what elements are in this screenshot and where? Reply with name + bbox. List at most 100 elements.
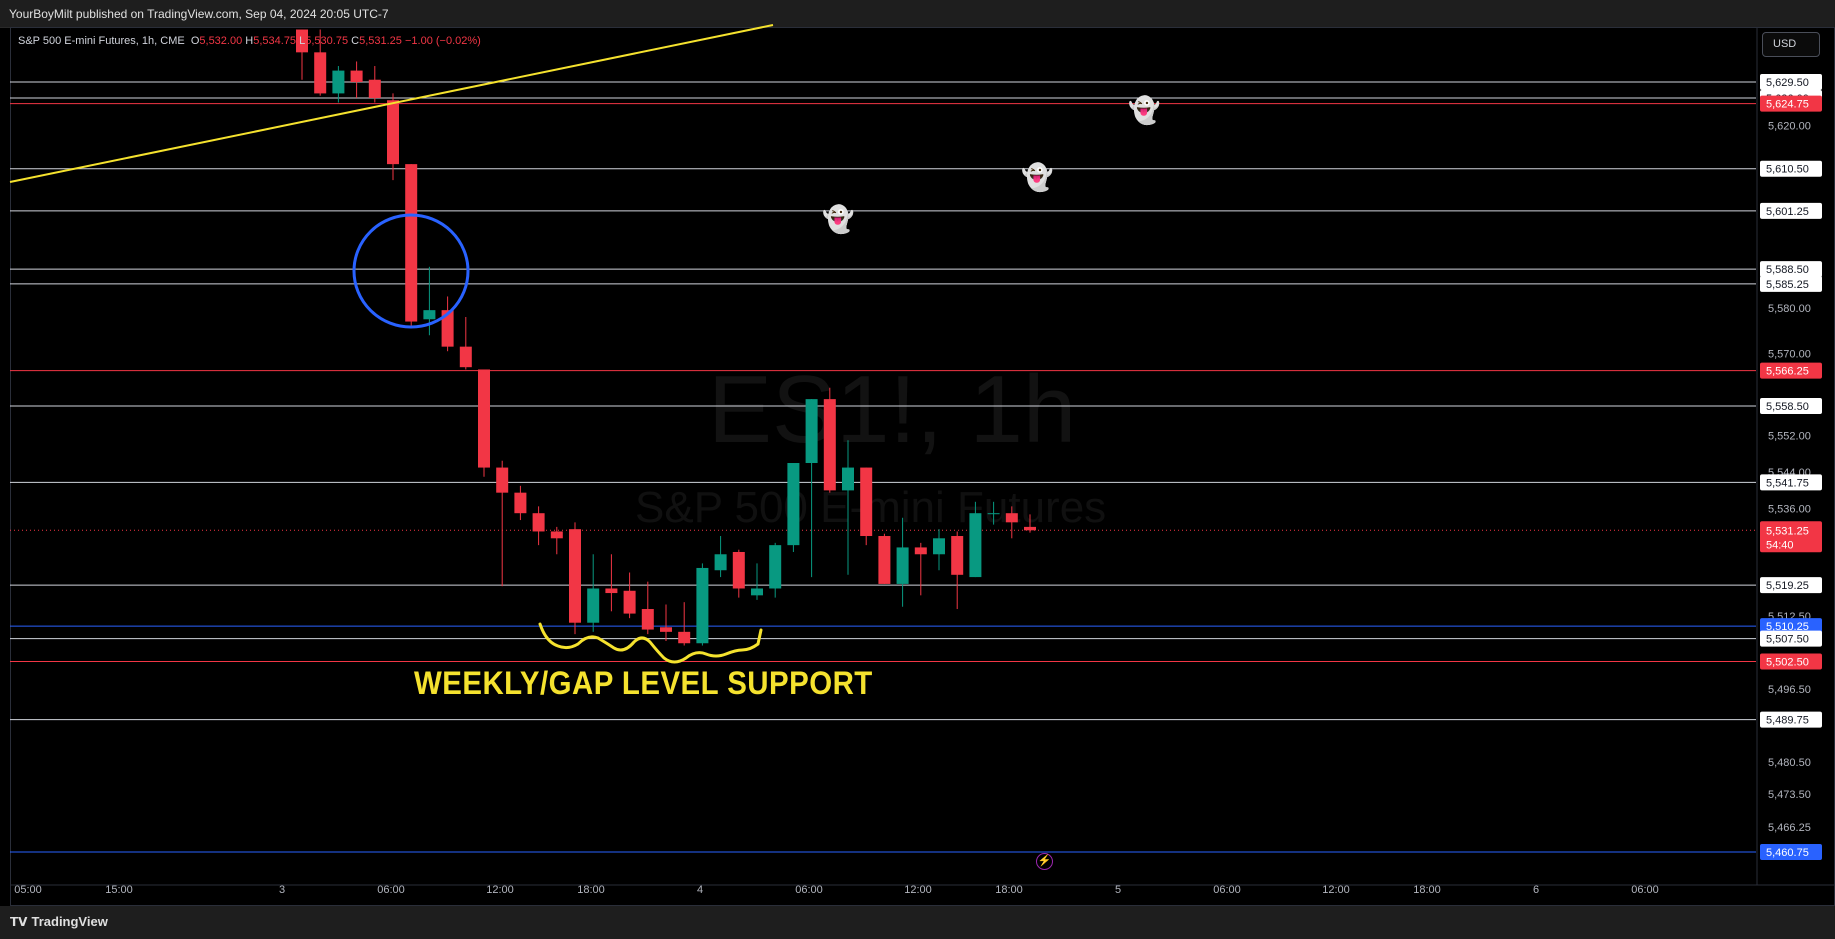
candle-body[interactable] bbox=[569, 529, 581, 623]
lightning-icon[interactable]: ⚡ bbox=[1036, 853, 1053, 870]
candle-body[interactable] bbox=[823, 399, 836, 491]
x-axis-tick-label: 18:00 bbox=[1413, 884, 1441, 896]
last-price-badge bbox=[1760, 521, 1822, 553]
price-label-badge bbox=[1760, 74, 1822, 90]
y-axis-tick-label: 5,466.25 bbox=[1768, 822, 1811, 834]
y-axis-tick-label: 5,480.50 bbox=[1768, 757, 1811, 769]
candle-body[interactable] bbox=[860, 467, 873, 537]
open-value: 5,532.00 bbox=[199, 35, 243, 47]
candle-body[interactable] bbox=[641, 609, 654, 630]
candle-body[interactable] bbox=[1024, 526, 1036, 531]
x-axis-tick-label: 15:00 bbox=[105, 884, 133, 896]
candle-body[interactable] bbox=[678, 631, 691, 644]
y-axis-tick-label: 5,473.50 bbox=[1768, 789, 1811, 801]
ghost-icon[interactable]: 👻 bbox=[1021, 162, 1054, 192]
x-axis-tick-label: 3 bbox=[279, 884, 285, 896]
candle-body[interactable] bbox=[878, 536, 891, 584]
y-axis-tick-label: 5,620.00 bbox=[1768, 120, 1811, 132]
x-axis-tick-label: 06:00 bbox=[1213, 884, 1241, 896]
x-axis-tick-label: 12:00 bbox=[1322, 884, 1350, 896]
candle-body[interactable] bbox=[368, 79, 381, 98]
bar-countdown-text: 54:40 bbox=[1766, 539, 1794, 551]
price-label-text: 5,541.75 bbox=[1766, 477, 1809, 489]
tradingview-logo[interactable]: 𝗧𝗩 TradingView bbox=[10, 914, 108, 929]
symbol-legend[interactable]: S&P 500 E-mini Futures, 1h, CME O5,532.0… bbox=[18, 35, 481, 47]
candle-body[interactable] bbox=[1005, 513, 1018, 523]
price-label-badge bbox=[1760, 160, 1822, 177]
x-axis-tick-label: 6 bbox=[1533, 884, 1539, 896]
candle-body[interactable] bbox=[405, 164, 418, 322]
candle-body[interactable] bbox=[441, 310, 454, 347]
candle-body[interactable] bbox=[550, 531, 563, 539]
tv-logo-icon: 𝗧𝗩 bbox=[10, 915, 28, 929]
price-label-badge bbox=[1760, 630, 1822, 647]
candle-body[interactable] bbox=[769, 545, 782, 589]
currency-button[interactable]: USD bbox=[1762, 32, 1820, 57]
candle-body[interactable] bbox=[587, 588, 600, 623]
candle-body[interactable] bbox=[387, 100, 399, 165]
last-price-text: 5,531.25 bbox=[1766, 525, 1809, 537]
candle-body[interactable] bbox=[933, 538, 945, 555]
x-axis-tick-label: 18:00 bbox=[995, 884, 1023, 896]
price-label-text: 5,502.50 bbox=[1766, 656, 1809, 668]
x-axis-tick-label: 06:00 bbox=[1631, 884, 1659, 896]
candle-body[interactable] bbox=[332, 70, 345, 94]
x-axis-tick-label: 5 bbox=[1115, 884, 1121, 896]
circle-annotation[interactable] bbox=[352, 213, 470, 329]
candle-body[interactable] bbox=[896, 547, 909, 584]
candle-body[interactable] bbox=[732, 551, 745, 589]
trendline-drawing[interactable] bbox=[9, 24, 774, 183]
candle-body[interactable] bbox=[605, 588, 618, 594]
price-label-text: 5,629.50 bbox=[1766, 77, 1809, 89]
support-squiggle-drawing[interactable] bbox=[538, 622, 763, 664]
candle-body[interactable] bbox=[423, 310, 436, 320]
price-label-badge bbox=[1760, 844, 1822, 860]
price-label-text: 5,519.25 bbox=[1766, 580, 1809, 592]
footer-bar bbox=[0, 906, 1835, 939]
ghost-icon[interactable]: 👻 bbox=[822, 204, 855, 234]
y-axis-tick-label: 5,570.00 bbox=[1768, 348, 1811, 360]
symbol-name[interactable]: S&P 500 E-mini Futures, 1h, CME bbox=[18, 35, 185, 47]
candle-body[interactable] bbox=[314, 52, 327, 94]
candle-body[interactable] bbox=[350, 70, 363, 82]
price-label-badge bbox=[1760, 362, 1822, 379]
price-label-badge bbox=[1760, 275, 1822, 292]
x-axis-tick-label: 06:00 bbox=[795, 884, 823, 896]
ghost-icon[interactable]: 👻 bbox=[1128, 95, 1161, 125]
x-axis-tick-label: 18:00 bbox=[577, 884, 605, 896]
price-label-text: 5,510.25 bbox=[1766, 621, 1809, 633]
candle-body[interactable] bbox=[987, 513, 1000, 515]
price-label-text: 5,601.25 bbox=[1766, 206, 1809, 218]
support-annotation-text[interactable]: WEEKLY/GAP LEVEL SUPPORT bbox=[414, 665, 873, 701]
candle-body[interactable] bbox=[514, 492, 527, 514]
candle-body[interactable] bbox=[696, 567, 709, 644]
close-value: 5,531.25 bbox=[359, 35, 402, 47]
candle-body[interactable] bbox=[842, 467, 854, 491]
candle-body[interactable] bbox=[532, 513, 545, 532]
price-label-text: 5,624.75 bbox=[1766, 99, 1809, 111]
candle-body[interactable] bbox=[459, 346, 472, 368]
candle-body[interactable] bbox=[805, 399, 818, 464]
price-label-badge bbox=[1760, 653, 1822, 670]
candle-body[interactable] bbox=[478, 369, 490, 468]
candle-body[interactable] bbox=[714, 554, 727, 571]
price-label-text: 5,558.50 bbox=[1766, 401, 1809, 413]
price-label-text: 5,588.50 bbox=[1766, 264, 1809, 276]
candle-body[interactable] bbox=[623, 590, 636, 614]
price-label-text: 5,566.25 bbox=[1766, 366, 1809, 378]
y-axis-tick-label: 5,496.50 bbox=[1768, 684, 1811, 696]
candle-body[interactable] bbox=[951, 536, 964, 575]
candle-body[interactable] bbox=[969, 513, 982, 578]
low-value: 5,530.75 bbox=[305, 35, 349, 47]
candle-body[interactable] bbox=[296, 29, 308, 53]
y-axis-tick-label: 5,552.00 bbox=[1768, 431, 1811, 443]
candle-body[interactable] bbox=[660, 627, 672, 632]
y-axis-tick-label: 5,580.00 bbox=[1768, 303, 1811, 315]
price-label-text: 5,610.50 bbox=[1766, 164, 1809, 176]
candle-body[interactable] bbox=[496, 467, 509, 493]
candle-body[interactable] bbox=[751, 588, 763, 596]
candle-body[interactable] bbox=[787, 463, 800, 546]
x-axis-tick-label: 05:00 bbox=[14, 884, 42, 896]
candle-body[interactable] bbox=[914, 547, 927, 555]
